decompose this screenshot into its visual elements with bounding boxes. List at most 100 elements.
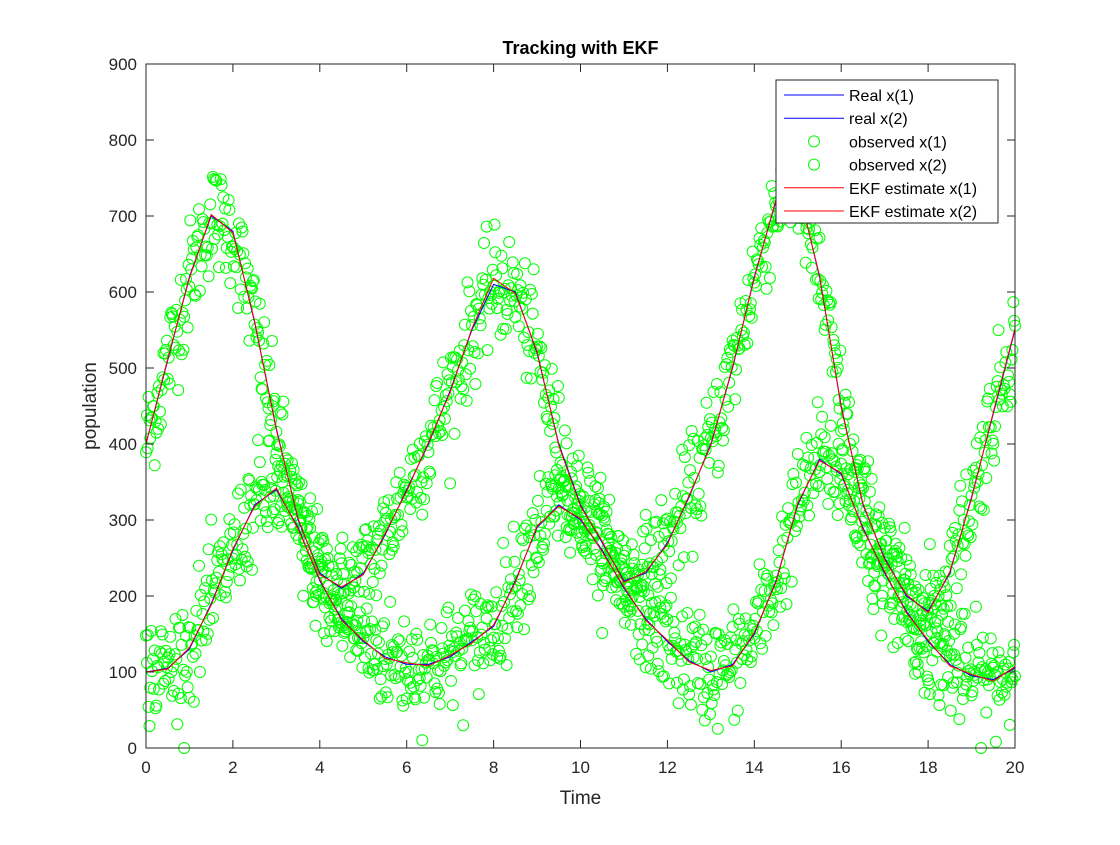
observed-x2-point	[544, 510, 557, 523]
observed-x2-point	[880, 534, 893, 547]
observed-x2-point	[435, 622, 448, 634]
observed-x1-point	[162, 351, 175, 364]
observed-x2-point	[822, 497, 835, 510]
observed-x2-point	[873, 501, 886, 514]
observed-x2-point	[912, 583, 925, 596]
x-tick-label: 16	[832, 758, 851, 777]
observed-x2-point	[266, 506, 279, 519]
x-tick-label: 4	[315, 758, 324, 777]
observed-x2-point	[708, 689, 721, 702]
observed-x1-point	[372, 527, 384, 540]
observed-x2-point	[140, 656, 153, 669]
observed-x1-point	[695, 509, 708, 522]
observed-x2-point	[868, 579, 881, 592]
observed-x1-point	[422, 446, 435, 459]
observed-x2-point	[537, 543, 550, 556]
observed-x2-point	[287, 521, 300, 534]
observed-x1-point	[334, 542, 347, 555]
observed-x1-point	[336, 531, 349, 544]
observed-x1-point	[830, 353, 843, 366]
observed-x2-point	[1006, 673, 1019, 686]
observed-x2-point	[484, 654, 497, 667]
observed-x2-point	[872, 510, 885, 522]
observed-x1-point	[625, 538, 638, 551]
observed-x2-point	[308, 531, 321, 544]
observed-x2-point	[790, 476, 802, 489]
observed-x2-point	[898, 574, 911, 587]
observed-x1-point	[746, 245, 759, 258]
observed-x1-point	[831, 361, 844, 374]
observed-x1-point	[712, 459, 725, 472]
observed-x1-point	[276, 408, 289, 421]
observed-x1-point	[496, 262, 509, 275]
observed-x2-point	[445, 674, 457, 687]
observed-x2-point	[831, 509, 844, 521]
observed-x1-point	[868, 566, 881, 579]
observed-x2-point	[258, 478, 271, 491]
observed-x2-point	[506, 605, 519, 618]
observed-x1-point	[667, 523, 680, 536]
observed-x2-point	[658, 601, 671, 614]
observed-x2-point	[995, 654, 1008, 667]
observed-x1-point	[965, 489, 978, 502]
observed-x2-point	[292, 533, 305, 545]
legend-entry-label: EKF estimate x(2)	[849, 204, 977, 221]
observed-x1-point	[843, 396, 855, 409]
observed-x2-point	[276, 476, 289, 489]
observed-x2-point	[815, 428, 828, 441]
observed-x1-point	[669, 487, 682, 500]
observed-x2-point	[412, 673, 424, 686]
observed-x2-point	[216, 553, 229, 566]
observed-x1-point	[937, 602, 950, 615]
observed-x2-point	[568, 518, 581, 530]
observed-x2-point	[373, 692, 386, 705]
observed-x1-point	[943, 565, 955, 578]
observed-x1-point	[900, 553, 913, 566]
observed-x2-point	[871, 560, 884, 573]
observed-x2-point	[147, 682, 160, 695]
observed-x2-point	[1007, 646, 1020, 659]
observed-x2-point	[314, 533, 327, 546]
observed-x1-point	[716, 421, 729, 434]
observed-x2-point	[205, 513, 218, 526]
observed-x2-point	[161, 651, 174, 664]
observed-x2-point	[262, 435, 275, 448]
observed-x2-point	[645, 568, 658, 581]
observed-x2-point	[810, 477, 822, 490]
observed-x1-point	[996, 400, 1009, 413]
observed-x2-point	[342, 623, 355, 636]
observed-x1-point	[691, 435, 704, 447]
observed-x2-point	[845, 511, 858, 524]
observed-x1-point	[863, 485, 876, 498]
observed-x1-point	[939, 565, 952, 578]
observed-x1-point	[1002, 375, 1015, 388]
observed-x2-point	[260, 515, 273, 528]
observed-x2-point	[679, 644, 692, 656]
observed-x2-point	[141, 629, 154, 641]
observed-x2-point	[732, 613, 745, 626]
series-lines-layer	[145, 184, 1016, 682]
observed-x2-point	[726, 621, 739, 633]
observed-x2-point	[343, 606, 356, 619]
observed-x1-point	[564, 546, 577, 559]
observed-x2-point	[236, 543, 249, 556]
observed-x1-point	[311, 503, 324, 515]
observed-x1-point	[497, 322, 510, 335]
observed-x2-point	[598, 511, 610, 524]
observed-x1-point	[1004, 395, 1017, 408]
observed-x1-point	[709, 423, 722, 435]
x-tick-label: 6	[402, 758, 411, 777]
observed-x1-point	[976, 459, 988, 472]
observed-x1-point	[526, 307, 539, 320]
observed-x2-point	[625, 602, 638, 615]
observed-x1-point	[382, 494, 395, 507]
observed-x2-point	[770, 583, 783, 595]
observed-x2-point	[166, 689, 179, 702]
observed-x2-point	[246, 521, 259, 534]
observed-x2-point	[406, 651, 419, 664]
observed-x2-point	[699, 653, 712, 665]
observed-x1-point	[366, 576, 379, 588]
observed-x1-point	[310, 590, 323, 602]
observed-x1-point	[454, 392, 467, 405]
observed-x2-point	[480, 612, 493, 625]
